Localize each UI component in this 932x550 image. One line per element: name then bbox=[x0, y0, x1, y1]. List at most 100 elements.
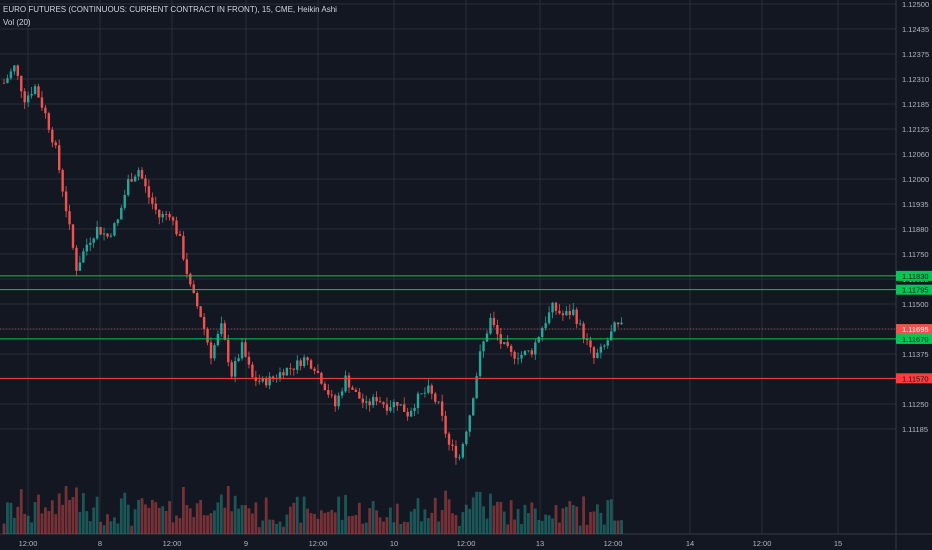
candle-body bbox=[278, 372, 282, 379]
candle-body bbox=[285, 367, 289, 376]
volume-bar bbox=[147, 507, 151, 534]
candle-body bbox=[589, 340, 592, 348]
volume-bar bbox=[202, 515, 206, 534]
volume-bar bbox=[2, 523, 6, 534]
volume-bar bbox=[6, 502, 9, 534]
volume-bar bbox=[92, 507, 96, 534]
volume-bar bbox=[285, 514, 289, 534]
candle-body bbox=[265, 378, 268, 386]
volume-bar bbox=[444, 490, 447, 534]
volume-bar bbox=[523, 504, 527, 534]
volume-bar bbox=[440, 510, 444, 534]
volume-bar bbox=[216, 502, 220, 534]
candle-body bbox=[9, 71, 13, 79]
candle-body bbox=[75, 247, 78, 271]
candle-body bbox=[616, 322, 620, 325]
volume-bar bbox=[171, 522, 175, 534]
candle-body bbox=[30, 93, 33, 96]
candle-body bbox=[537, 337, 540, 343]
candle-body bbox=[123, 194, 126, 208]
volume-bars bbox=[2, 486, 623, 534]
volume-bar bbox=[340, 519, 344, 534]
candle-body bbox=[302, 357, 306, 366]
volume-bar bbox=[454, 515, 458, 534]
volume-bar bbox=[16, 506, 20, 534]
volume-bar bbox=[420, 521, 423, 534]
volume-bar bbox=[288, 506, 292, 534]
candle-body bbox=[554, 302, 558, 311]
candle-body bbox=[475, 376, 478, 399]
volume-bar bbox=[282, 526, 285, 534]
volume-bar bbox=[578, 525, 582, 534]
volume-bar bbox=[361, 523, 365, 534]
candle-body bbox=[592, 347, 596, 358]
volume-bar bbox=[95, 496, 99, 534]
candle-body bbox=[354, 389, 358, 392]
candle-body bbox=[565, 311, 568, 316]
current-price-tag bbox=[896, 324, 932, 335]
candle-body bbox=[572, 309, 575, 315]
candle-body bbox=[378, 401, 382, 403]
candle-body bbox=[133, 176, 137, 182]
volume-bar bbox=[516, 508, 520, 534]
candle-body bbox=[137, 170, 140, 177]
candle-body bbox=[13, 65, 16, 72]
volume-bar bbox=[78, 512, 82, 534]
price-axis-tick: 1.11185 bbox=[902, 425, 928, 434]
volume-bar bbox=[351, 515, 354, 534]
volume-bar bbox=[247, 508, 251, 534]
price-axis-tick: 1.12375 bbox=[902, 50, 929, 59]
volume-bar bbox=[306, 508, 309, 534]
volume-bar bbox=[533, 508, 537, 534]
candle-body bbox=[382, 402, 385, 405]
volume-bar bbox=[37, 494, 40, 534]
price-axis-tick: 1.11250 bbox=[902, 400, 929, 409]
price-axis-tick: 1.11880 bbox=[902, 225, 929, 234]
candle-body bbox=[582, 323, 585, 339]
candle-body bbox=[416, 393, 420, 408]
volume-bar bbox=[406, 522, 410, 534]
volume-bar bbox=[561, 508, 565, 534]
candle-body bbox=[327, 390, 330, 395]
volume-bar bbox=[468, 508, 472, 534]
price-axis-tick: 1.11935 bbox=[902, 200, 929, 209]
volume-bar bbox=[582, 496, 585, 534]
volume-bar bbox=[458, 525, 461, 534]
price-level-tag-label: 1.11570 bbox=[902, 374, 929, 383]
volume-bar bbox=[209, 513, 213, 534]
volume-bar bbox=[337, 496, 341, 534]
candle-body bbox=[599, 346, 603, 353]
volume-bar bbox=[168, 501, 171, 534]
candle-body bbox=[603, 345, 606, 347]
candle-body bbox=[289, 367, 292, 369]
volume-bar bbox=[44, 507, 47, 534]
volume-bar bbox=[447, 499, 451, 534]
candle-body bbox=[192, 284, 195, 294]
time-axis-tick: 8 bbox=[98, 539, 102, 548]
volume-bar bbox=[320, 510, 323, 534]
volume-bar bbox=[164, 511, 168, 534]
candle-body bbox=[516, 358, 520, 360]
volume-bar bbox=[123, 492, 127, 534]
candle-body bbox=[413, 407, 416, 411]
candle-body bbox=[358, 391, 361, 399]
candle-body bbox=[323, 383, 327, 391]
volume-indicator-label[interactable]: Vol (20) bbox=[3, 18, 31, 27]
candle-body bbox=[230, 362, 233, 377]
candle-body bbox=[185, 259, 189, 274]
volume-bar bbox=[178, 518, 182, 534]
candle-body bbox=[472, 398, 475, 416]
volume-bar bbox=[271, 519, 275, 534]
volume-bar bbox=[268, 519, 272, 534]
volume-bar bbox=[437, 521, 441, 534]
volume-bar bbox=[71, 496, 75, 534]
grid-lines bbox=[0, 0, 896, 534]
volume-bar bbox=[244, 505, 247, 534]
volume-bar bbox=[237, 508, 240, 534]
volume-bar bbox=[423, 509, 427, 534]
volume-bar bbox=[257, 527, 261, 534]
volume-bar bbox=[375, 510, 378, 534]
candle-body bbox=[558, 310, 561, 314]
